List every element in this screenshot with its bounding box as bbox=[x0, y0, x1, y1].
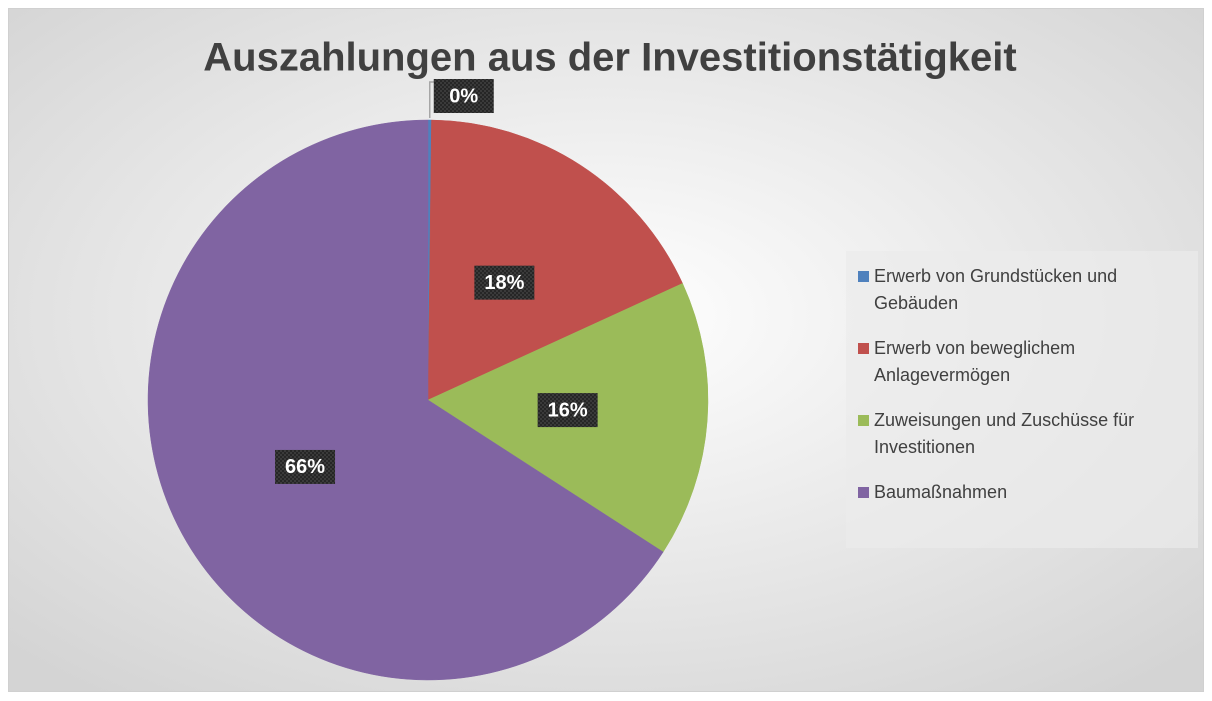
legend-swatch bbox=[858, 343, 869, 354]
legend-swatch bbox=[858, 487, 869, 498]
legend-swatch bbox=[858, 271, 869, 282]
data-label-box bbox=[275, 449, 336, 484]
legend-label: Erwerb von Grundstücken und Gebäuden bbox=[874, 266, 1118, 313]
legend-entry: Erwerb von beweglichem Anlagevermögen bbox=[858, 335, 1188, 389]
legend-entry: Erwerb von Grundstücken und Gebäuden bbox=[858, 263, 1188, 317]
data-label: 16% bbox=[548, 399, 588, 421]
legend-label: Zuweisungen und Zuschüsse für Investitio… bbox=[874, 410, 1135, 457]
data-label: 0% bbox=[449, 85, 478, 107]
pie-slice bbox=[427, 119, 683, 401]
labels: 0% 18% 16% 66% bbox=[275, 79, 598, 484]
legend-entry: Baumaßnahmen bbox=[858, 479, 1188, 506]
legend-label: Baumaßnahmen bbox=[874, 482, 1008, 502]
legend: Erwerb von Grundstücken und Gebäuden Erwe… bbox=[846, 251, 1198, 548]
slices bbox=[147, 119, 709, 681]
pie-slice bbox=[147, 119, 664, 681]
data-label: 66% bbox=[285, 456, 325, 478]
data-label-box bbox=[537, 393, 598, 428]
chart-title: Auszahlungen aus der Investitionstätigke… bbox=[203, 36, 1016, 80]
legend-swatch bbox=[858, 415, 869, 426]
legend-label: Erwerb von beweglichem Anlagevermögen bbox=[874, 338, 1076, 385]
data-label-box bbox=[433, 79, 494, 114]
legend-entry: Zuweisungen und Zuschüsse für Investitio… bbox=[858, 407, 1188, 461]
data-label: 18% bbox=[484, 272, 524, 294]
data-label-box bbox=[474, 265, 535, 300]
